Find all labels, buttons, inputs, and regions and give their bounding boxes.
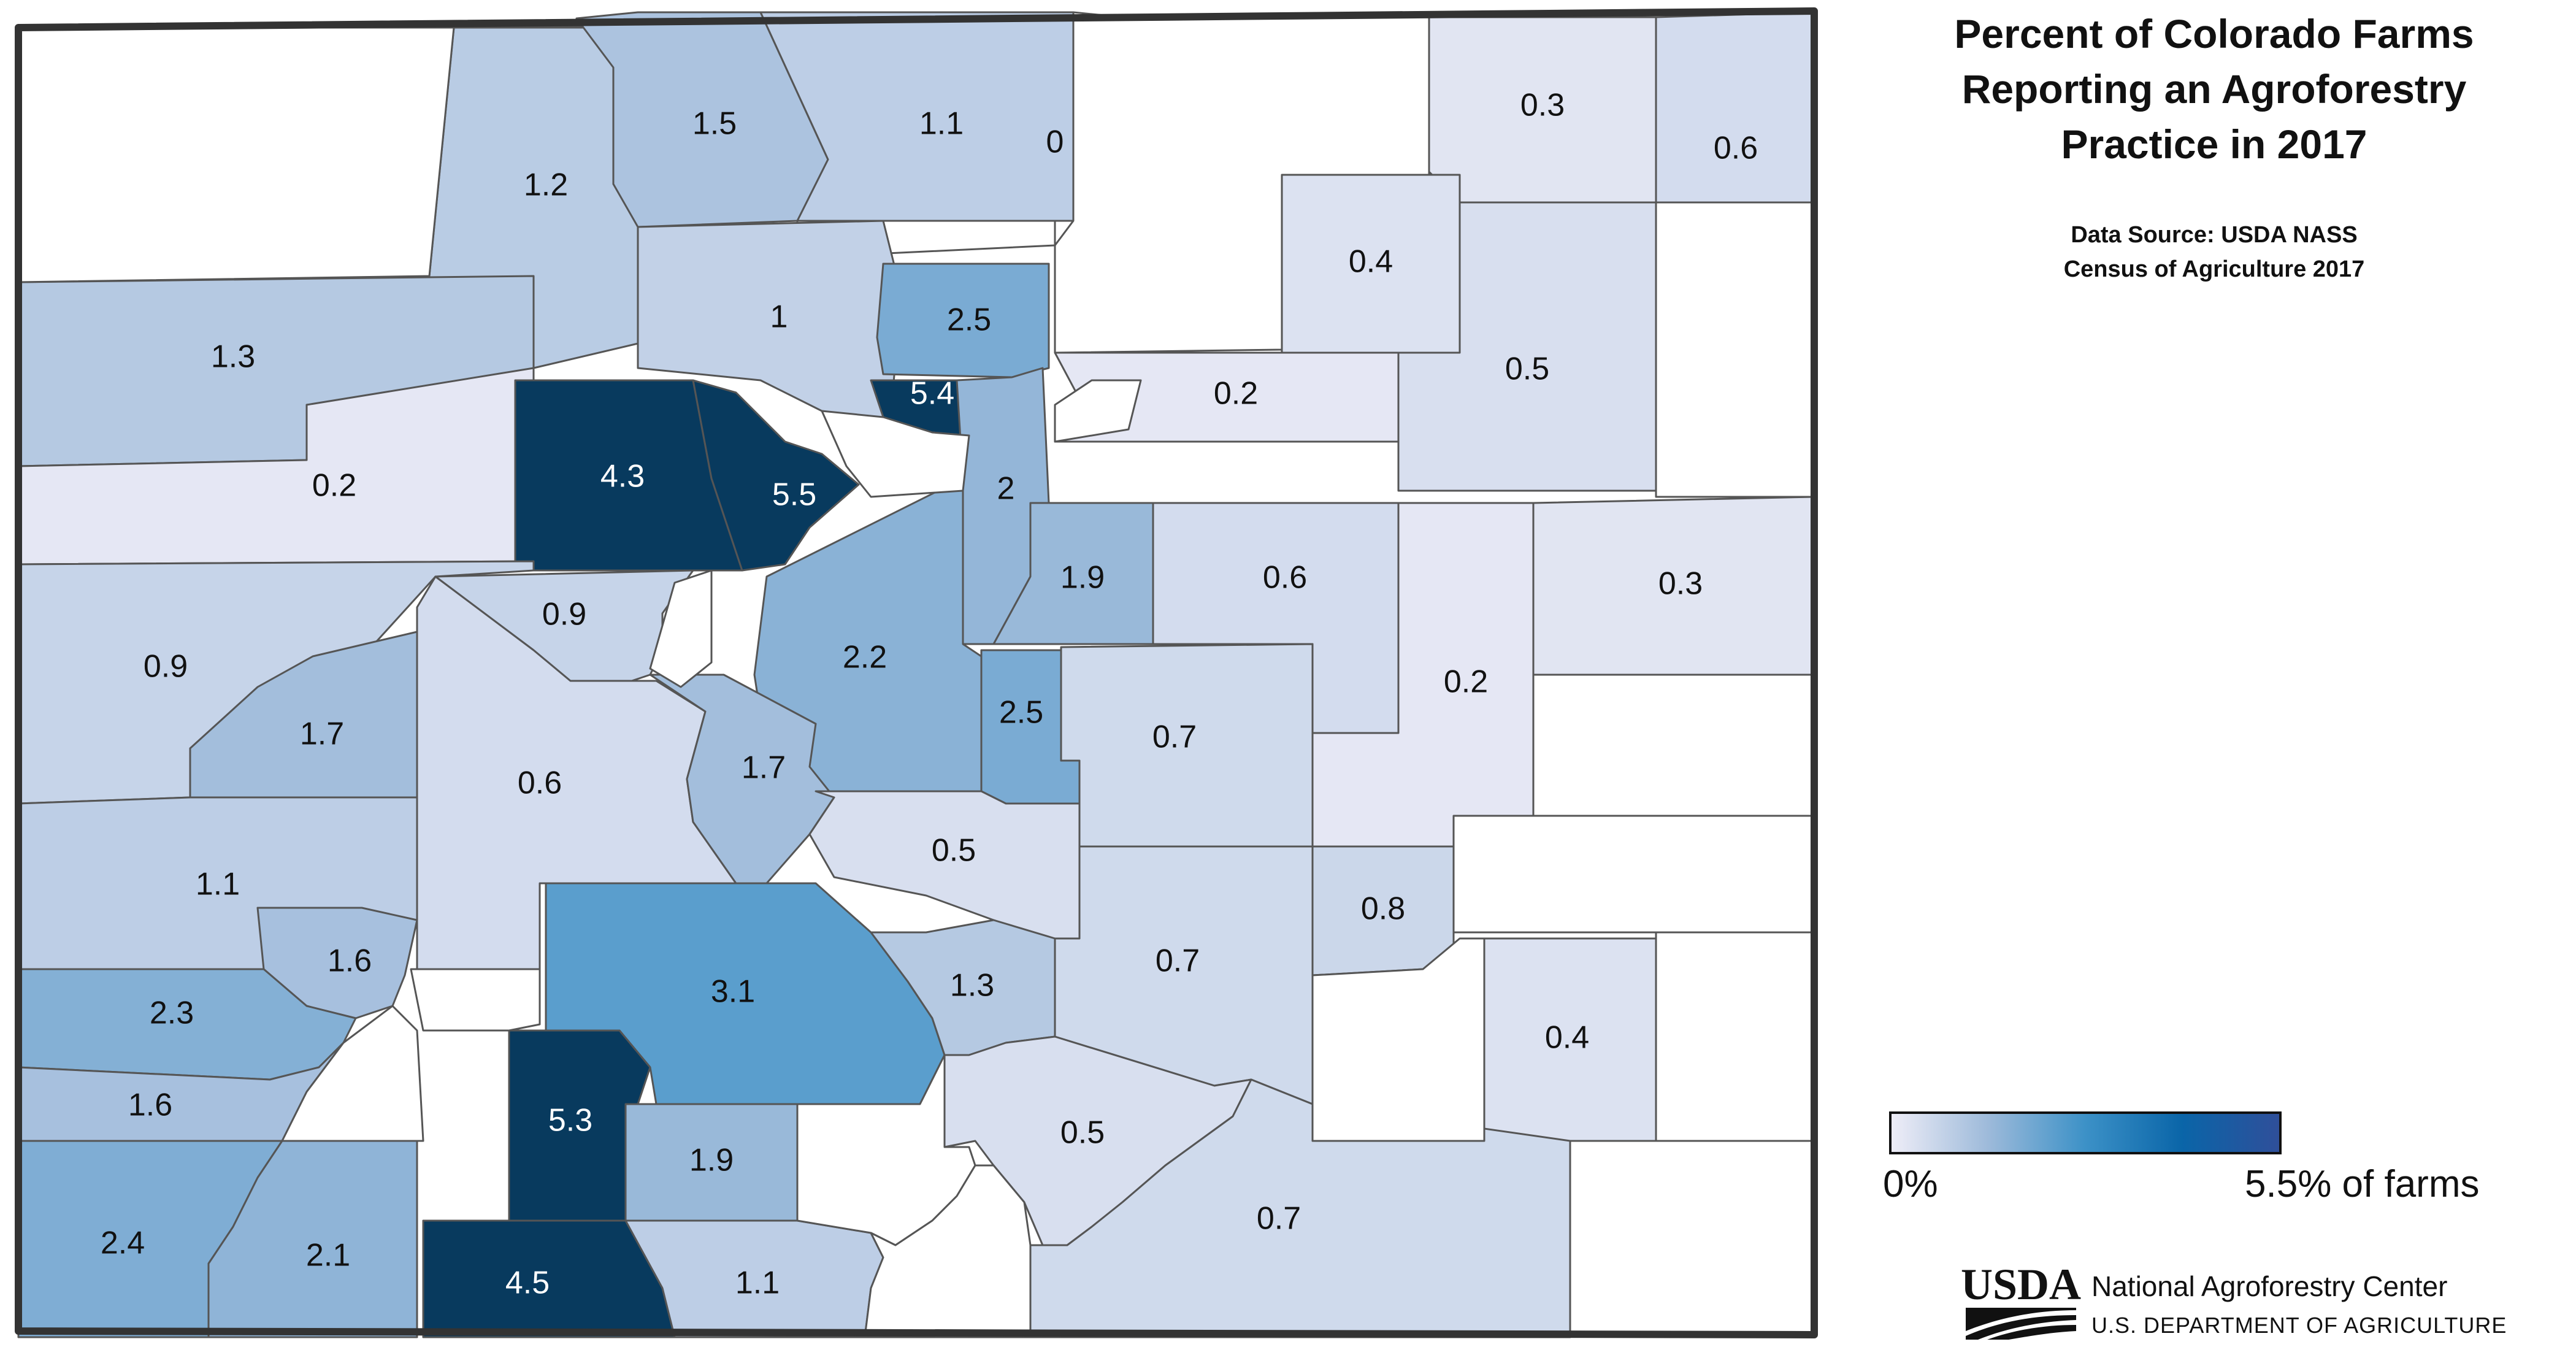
map-title: Percent of Colorado Farms Reporting an A…: [1877, 6, 2551, 172]
source-line-2: Census of Agriculture 2017: [2063, 256, 2365, 282]
county-region: [759, 11, 1075, 222]
county-value-label: 1.7: [742, 750, 786, 786]
county-value-label: 0.4: [1349, 244, 1393, 280]
county-value-label: 2.4: [101, 1226, 145, 1261]
source-line-1: Data Source: USDA NASS: [2071, 222, 2358, 248]
county-value-label: 0.7: [1156, 943, 1200, 979]
usda-logo-band-2: [1966, 1315, 2076, 1340]
county-region: [649, 674, 835, 885]
county-value-label: 4.5: [505, 1265, 550, 1301]
county-region: [1054, 379, 1142, 443]
county-region: [1311, 937, 1485, 1142]
county-value-label: 0.3: [1520, 88, 1565, 123]
county-region: [1655, 931, 1815, 1142]
county-polygons: [17, 11, 1815, 1338]
usda-logo: USDA: [1961, 1264, 2081, 1340]
county-value-label: 1.3: [211, 339, 255, 375]
county-region: [992, 502, 1154, 645]
county-value-label: 1.3: [950, 968, 994, 1004]
county-region: [1655, 11, 1815, 204]
county-value-label: 2: [997, 471, 1015, 507]
legend-max-label: 5.5% of farms: [2245, 1163, 2480, 1205]
county-value-label: 2.3: [150, 996, 194, 1031]
county-region: [821, 410, 970, 498]
county-value-label: 0.6: [518, 766, 562, 801]
county-value-label: 5.4: [910, 376, 954, 412]
county-value-label: 0.7: [1152, 720, 1197, 755]
county-region: [17, 26, 455, 283]
county-value-labels: 0 1.2 1.5 1.1 0.3 0.6 1.3 1 2.5 0.4 0.5 0.2 4.3 5.5 5.…: [101, 88, 1758, 1301]
county-value-label: 0.6: [1714, 131, 1758, 166]
state-border: [15, 7, 1818, 1338]
usda-logo-band-3: [1987, 1325, 2076, 1340]
county-region: [1452, 815, 1815, 934]
county-region: [864, 1164, 1032, 1338]
county-value-label: 2.5: [999, 695, 1043, 731]
county-value-label: 0.2: [1214, 376, 1258, 412]
county-region: [281, 1005, 424, 1142]
county-value-label: 3.1: [711, 974, 755, 1010]
county-value-label: 0.8: [1361, 891, 1405, 927]
county-value-label: 1.6: [328, 943, 372, 979]
county-value-label: 0.2: [312, 468, 356, 504]
county-value-label: 0.3: [1658, 566, 1703, 602]
county-region: [1054, 11, 1430, 354]
usda-wordmark: USDA: [1961, 1264, 2081, 1309]
usda-logo-band-1: [1966, 1308, 2076, 1331]
title-line-3: Practice in 2017: [2061, 121, 2367, 167]
county-value-label: 1.1: [196, 867, 240, 902]
county-region: [410, 968, 541, 1032]
legend-min-label: 0%: [1883, 1163, 1938, 1205]
county-value-label: 1.5: [692, 106, 737, 142]
county-value-label: 0.4: [1545, 1020, 1589, 1056]
county-region: [649, 569, 713, 688]
data-source-note: Data Source: USDA NASS Census of Agricul…: [1877, 218, 2551, 286]
title-line-2: Reporting an Agroforestry: [1961, 66, 2467, 112]
county-value-label: 2.1: [306, 1238, 350, 1273]
county-region: [207, 1140, 418, 1338]
org-department: U.S. DEPARTMENT OF AGRICULTURE: [2091, 1313, 2507, 1338]
county-value-label: 5.5: [772, 477, 816, 513]
legend-color-ramp: [1889, 1111, 2282, 1154]
org-name: National Agroforestry Center: [2091, 1270, 2448, 1302]
county-region: [692, 379, 860, 572]
county-value-label: 1.2: [524, 167, 568, 203]
county-value-label: 2.2: [843, 640, 887, 675]
county-value-label: 0.2: [1444, 664, 1488, 700]
county-value-label: 1.9: [1060, 560, 1105, 596]
county-value-label: 5.3: [548, 1103, 592, 1138]
county-value-label: 0.6: [1263, 560, 1307, 596]
county-value-label: 1.7: [300, 716, 344, 752]
county-region: [1569, 1140, 1815, 1336]
county-value-label: 0.9: [144, 649, 188, 685]
county-value-label: 0.5: [932, 833, 976, 869]
county-value-label: 0.9: [542, 597, 586, 632]
county-region: [1532, 674, 1815, 817]
county-value-label: 0.5: [1505, 351, 1549, 387]
county-value-label: 1.1: [919, 106, 964, 142]
county-value-label: 4.3: [600, 459, 645, 494]
county-value-label: 0: [1046, 125, 1064, 160]
county-value-label: 1: [770, 299, 788, 335]
county-value-label: 0.5: [1060, 1115, 1105, 1151]
county-region: [1655, 201, 1815, 498]
county-value-label: 2.5: [947, 302, 991, 338]
county-value-label: 1.9: [689, 1143, 734, 1178]
title-line-1: Percent of Colorado Farms: [1954, 11, 2474, 56]
county-value-label: 1.1: [735, 1265, 780, 1301]
county-value-label: 0.7: [1257, 1201, 1301, 1237]
county-value-label: 1.6: [128, 1088, 172, 1123]
